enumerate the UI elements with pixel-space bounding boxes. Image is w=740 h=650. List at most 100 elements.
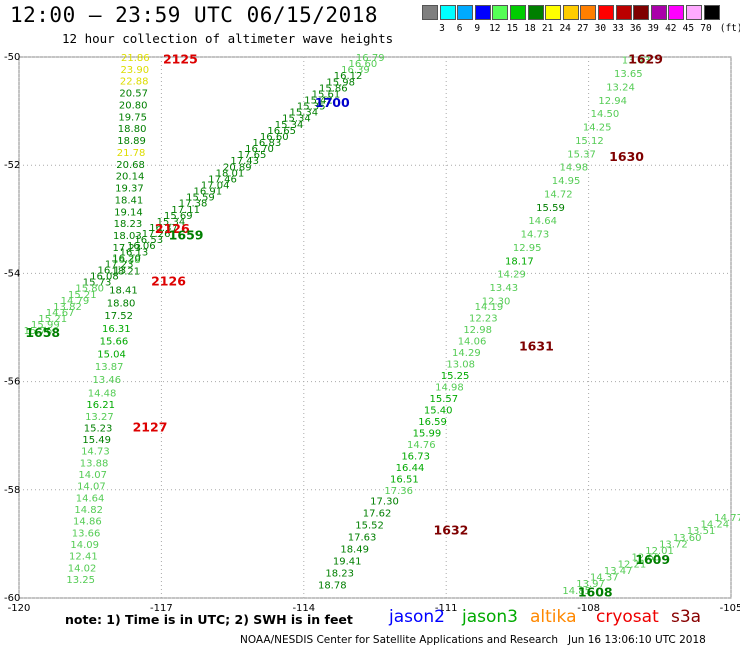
pass-time-label: 2126 [155,221,190,236]
footnote: note: 1) Time is in UTC; 2) SWH is in fe… [65,612,353,627]
legend-jason2: jason2 [389,607,445,627]
pass-time-label: 1700 [315,95,350,110]
color-scale-label: 24 [559,23,571,34]
wave-height-value: 15.80 [75,284,104,295]
color-swatch [668,5,685,20]
wave-height-value: 17.38 [179,199,208,210]
wave-height-value: 15.12 [575,136,604,147]
wave-height-value: 13.82 [53,302,82,313]
wave-height-value: 16.06 [127,241,156,252]
wave-height-value: 16.39 [341,65,370,76]
wave-height-value: 13.47 [604,566,633,577]
wave-height-value: 16.60 [349,59,378,70]
wave-height-value: 13.08 [446,359,475,370]
wave-height-value: 18.80 [118,124,147,135]
wave-height-value: 15.21 [38,314,67,325]
wave-height-value: 15.57 [430,394,459,405]
wave-height-value: 17.65 [238,150,267,161]
wave-height-value: 16.38 [112,255,141,266]
legend-jason3: jason3 [462,607,518,627]
pass-time-label: 1659 [169,228,204,243]
wave-height-value: 17.43 [230,156,259,167]
color-swatch [703,5,720,20]
wave-height-value: 13.25 [66,575,95,586]
wave-height-value: 15.42 [304,95,333,106]
wave-height-value: 17.36 [384,486,413,497]
wave-height-value: 14.82 [74,505,103,516]
wave-height-value: 14.64 [528,216,557,227]
wave-height-value: 14.86 [73,517,102,528]
wave-height-value: 18.41 [115,195,144,206]
wave-height-value: 21.86 [121,53,150,64]
pass-time-label: 1629 [628,52,663,67]
pass-time-label: 1608 [578,585,613,600]
wave-height-value: 17.62 [363,509,392,520]
wave-height-value: 20.80 [119,100,148,111]
wave-height-value: 17.04 [201,180,230,191]
latitude-tick-label: -54 [4,268,20,279]
wave-height-value: 14.07 [78,470,107,481]
longitude-tick-label: -111 [435,603,458,614]
pass-time-label: 1658 [25,325,60,340]
wave-height-value: 16.70 [245,144,274,155]
wave-height-value: 19.37 [115,184,144,195]
pass-time-label: 2127 [133,420,168,435]
color-scale-label: 45 [682,23,695,34]
wave-height-value: 16.79 [356,53,385,64]
color-scale-label: 33 [612,23,624,34]
color-scale-unit: (ft) [719,23,740,34]
wave-height-value: 22.88 [120,77,149,88]
wave-height-value: 19.75 [118,112,147,123]
color-scale-label: 42 [665,23,677,34]
wave-height-value: 12.41 [69,552,98,563]
color-swatch [492,5,509,20]
wave-height-value: 15.25 [441,371,470,382]
wave-height-value: 15.61 [312,89,341,100]
wave-height-value: 15.99 [31,320,60,331]
color-scale-label: 39 [647,23,659,34]
wave-height-value: 16.21 [86,400,115,411]
pass-time-label: 1630 [609,149,644,164]
wave-height-value: 14.29 [452,348,481,359]
wave-height-value: 13.60 [673,533,702,544]
wave-height-value: 13.87 [95,362,124,373]
wave-height-value: 18.23 [114,219,143,230]
wave-height-value: 14.72 [544,189,573,200]
wave-height-value: 14.19 [475,302,504,313]
color-swatch [439,5,456,20]
color-swatch [580,5,597,20]
wave-height-value: 14.50 [591,109,620,120]
wave-height-value: 18.49 [340,545,369,556]
wave-height-value: 18.23 [325,568,354,579]
wave-height-value: 14.29 [497,270,526,281]
wave-height-value: 19.41 [333,557,362,568]
wave-height-value: 12.94 [598,96,627,107]
wave-height-value: 12.95 [513,243,542,254]
wave-height-value: 14.85 [562,586,591,597]
latitude-tick-label: -50 [4,52,20,63]
wave-height-value: 14.07 [77,482,106,493]
wave-height-value: 18.03 [113,231,142,242]
longitude-tick-label: -120 [8,603,31,614]
color-scale-label: 36 [629,23,642,34]
color-swatch [457,5,474,20]
color-scale-label: 30 [594,23,607,34]
wave-height-value: 14.95 [552,176,581,187]
wave-height-value: 15.66 [100,337,129,348]
wave-height-value: 12.30 [482,296,511,307]
wave-height-value: 13.43 [622,56,651,67]
wave-height-value: 16.60 [260,132,289,143]
wave-height-value: 18.89 [117,136,146,147]
wave-height-value: 16.65 [267,126,296,137]
wave-height-value: 16.91 [193,187,222,198]
pass-time-label: 1631 [519,338,554,353]
wave-height-value: 15.21 [68,290,97,301]
wave-height-value: 20.89 [223,162,252,173]
wave-height-value: 17.23 [113,243,142,254]
longitude-tick-label: -105 [720,603,740,614]
wave-height-value: 18.78 [318,580,347,591]
wave-height-value: 13.88 [80,458,109,469]
pass-time-label: 2125 [163,52,198,67]
color-swatch [527,5,544,20]
